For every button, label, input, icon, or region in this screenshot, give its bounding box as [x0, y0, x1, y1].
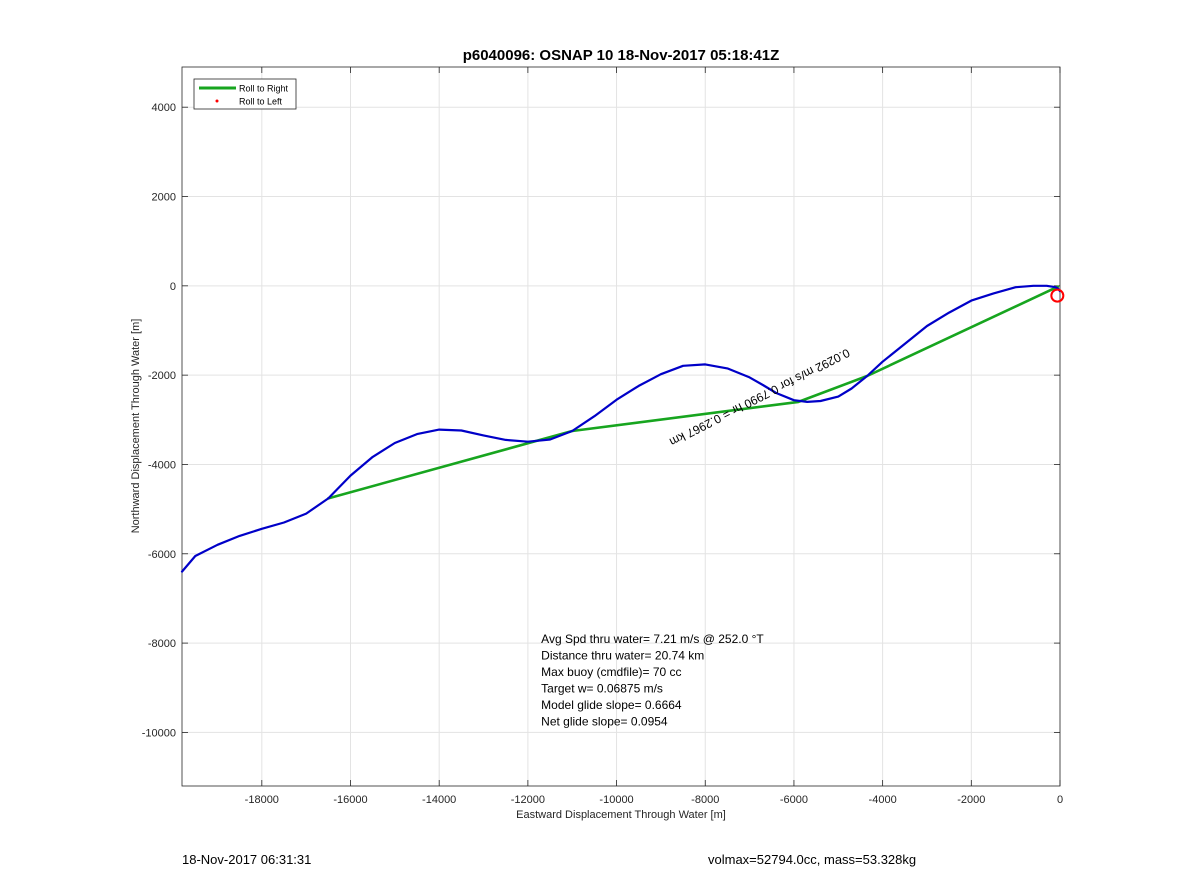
chart-title: p6040096: OSNAP 10 18-Nov-2017 05:18:41Z	[463, 47, 780, 64]
y-tick-label: 4000	[152, 102, 176, 114]
markers	[1050, 288, 1065, 303]
x-axis-label: Eastward Displacement Through Water [m]	[516, 809, 726, 821]
x-tick-label: -4000	[869, 794, 897, 806]
x-tick-label: -16000	[333, 794, 367, 806]
axes-box	[181, 66, 1061, 787]
legend-label: Roll to Right	[239, 84, 289, 94]
series-line-track	[180, 284, 1062, 573]
y-tick-label: -10000	[142, 727, 176, 739]
stats-line: Avg Spd thru water= 7.21 m/s @ 252.0 °T	[541, 632, 764, 646]
y-tick-label: -4000	[148, 459, 176, 471]
x-tick-label: -12000	[511, 794, 545, 806]
end-marker	[1050, 288, 1065, 303]
stats-line: Target w= 0.06875 m/s	[541, 682, 663, 696]
y-tick-label: 2000	[152, 192, 176, 204]
y-axis-label: Northward Displacement Through Water [m]	[130, 319, 142, 534]
x-tick-label: -10000	[599, 794, 633, 806]
x-tick-label: -6000	[780, 794, 808, 806]
x-tick-label: 0	[1057, 794, 1063, 806]
ticks: -18000 -16000 -14000 -12000 -10000 -8000 -6000…	[142, 67, 1063, 806]
series	[180, 284, 1062, 573]
y-tick-label: -2000	[148, 370, 176, 382]
x-tick-label: -8000	[691, 794, 719, 806]
stats-line: Net glide slope= 0.0954	[541, 715, 668, 729]
stats-line: Distance thru water= 20.74 km	[541, 649, 704, 663]
x-tick-label: -18000	[245, 794, 279, 806]
grid	[182, 67, 1061, 786]
series-line-roll-right	[326, 285, 1060, 500]
legend-label: Roll to Left	[239, 97, 283, 107]
legend-swatch-dot	[215, 99, 219, 103]
footer-timestamp: 18-Nov-2017 06:31:31	[182, 852, 312, 867]
x-tick-label: -14000	[422, 794, 456, 806]
y-tick-label: 0	[170, 281, 176, 293]
y-tick-label: -8000	[148, 638, 176, 650]
x-tick-label: -2000	[957, 794, 985, 806]
stats-line: Model glide slope= 0.6664	[541, 698, 682, 712]
legend: Roll to Right Roll to Left	[193, 78, 297, 110]
stats-line: Max buoy (cmdfile)= 70 cc	[541, 665, 681, 679]
legend-box	[193, 78, 297, 110]
footer-mass-info: volmax=52794.0cc, mass=53.328kg	[708, 852, 917, 867]
y-tick-label: -6000	[148, 549, 176, 561]
